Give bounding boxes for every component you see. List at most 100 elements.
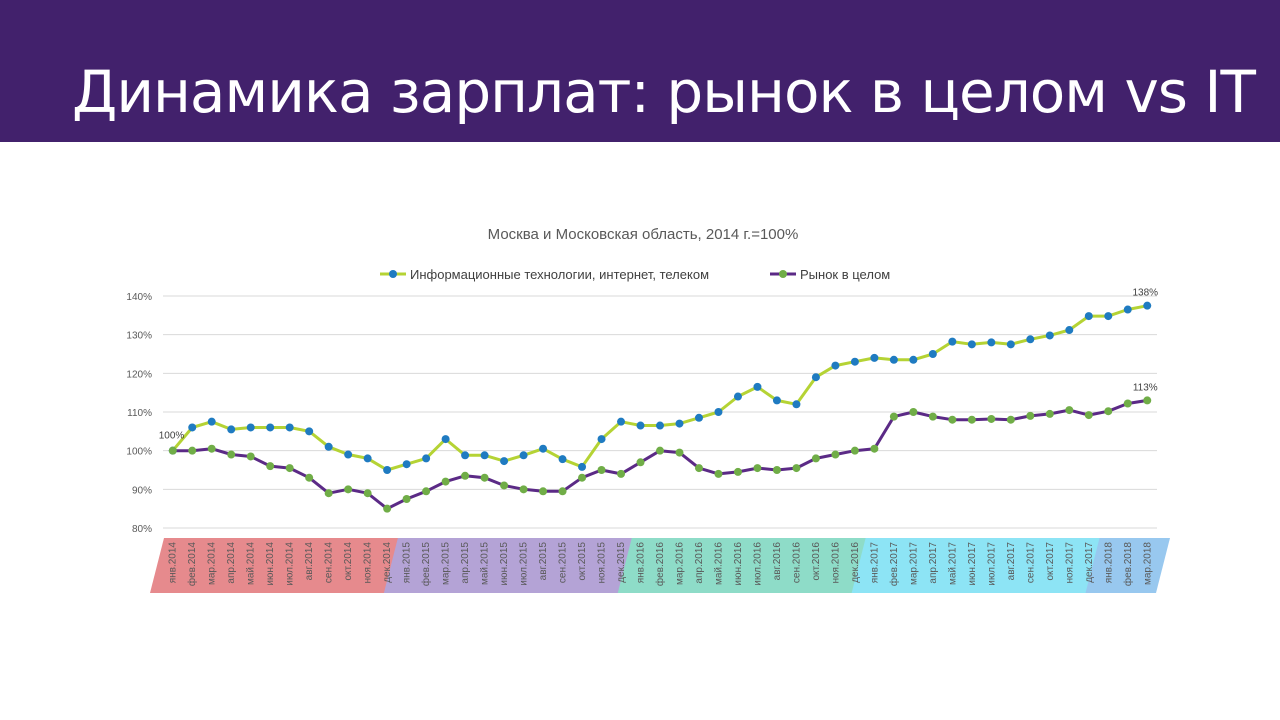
series-1-point bbox=[324, 489, 333, 498]
series-1-point bbox=[714, 469, 723, 478]
series-1-point bbox=[539, 487, 548, 496]
series-0-point bbox=[889, 355, 898, 364]
year-bands bbox=[150, 538, 1170, 593]
series-1-point bbox=[305, 473, 314, 482]
slide-title: Динамика зарплат: рынок в целом vs IT bbox=[72, 58, 1256, 126]
series-1-point bbox=[675, 448, 684, 457]
x-tick-label: дек.2017 bbox=[1084, 542, 1095, 583]
series-0-point bbox=[753, 382, 762, 391]
series-1-point bbox=[850, 446, 859, 455]
x-tick-label: сен.2017 bbox=[1025, 542, 1036, 584]
data-label: 100% bbox=[159, 431, 185, 442]
y-tick-label: 100% bbox=[126, 447, 152, 458]
x-tick-label: авг.2015 bbox=[538, 542, 549, 581]
y-tick-label: 130% bbox=[126, 331, 152, 342]
series-0-point bbox=[733, 392, 742, 401]
x-tick-label: фев.2016 bbox=[654, 542, 666, 587]
series-1-point bbox=[1143, 396, 1152, 405]
y-tick-label: 90% bbox=[132, 485, 152, 496]
x-tick-label: апр.2015 bbox=[460, 542, 471, 584]
legend-item-it: Информационные технологии, интернет, тел… bbox=[380, 267, 709, 282]
x-tick-label: июн.2017 bbox=[967, 542, 978, 586]
x-tick-label: окт.2017 bbox=[1045, 542, 1056, 581]
legend-it-marker bbox=[389, 270, 397, 278]
y-tick-label: 110% bbox=[127, 408, 152, 419]
legend-market-marker bbox=[779, 270, 787, 278]
series-lines bbox=[171, 304, 1148, 511]
series-0-point bbox=[1006, 340, 1015, 349]
series-0-point bbox=[772, 396, 781, 405]
series-1-point bbox=[480, 473, 489, 482]
x-tick-label: авг.2016 bbox=[772, 542, 783, 581]
series-1-point bbox=[928, 412, 937, 421]
series-0-point bbox=[850, 357, 859, 366]
series-0-point bbox=[285, 423, 294, 432]
series-0-point bbox=[597, 435, 606, 444]
x-tick-label: май.2014 bbox=[246, 542, 257, 585]
x-tick-label: фев.2018 bbox=[1122, 542, 1134, 587]
x-tick-label: янв.2017 bbox=[869, 542, 880, 584]
x-tick-label: апр.2014 bbox=[226, 542, 237, 584]
series-1-point bbox=[1123, 399, 1132, 408]
y-axis: 80% 90% 100% 110% 120% 130% 140% bbox=[126, 292, 152, 535]
series-0-point bbox=[870, 353, 879, 362]
series-1-point bbox=[1084, 411, 1093, 420]
series-markers bbox=[168, 301, 1152, 513]
x-tick-label: мар.2014 bbox=[207, 542, 218, 585]
series-0-point bbox=[480, 451, 489, 460]
series-1-point bbox=[207, 444, 216, 453]
x-tick-label: июл.2017 bbox=[986, 542, 997, 586]
x-tick-label: окт.2014 bbox=[343, 542, 354, 581]
series-0-point bbox=[694, 413, 703, 422]
series-0-point bbox=[422, 454, 431, 463]
series-1-point bbox=[948, 415, 957, 424]
data-labels: 100% 138% 113% bbox=[159, 288, 1158, 442]
x-tick-label: ноя.2016 bbox=[830, 542, 841, 584]
series-1-point bbox=[694, 464, 703, 473]
series-1-point bbox=[889, 412, 898, 421]
x-tick-label: авг.2014 bbox=[304, 542, 315, 581]
series-0-point bbox=[1123, 305, 1132, 314]
series-1-point bbox=[987, 414, 996, 423]
series-0-point bbox=[967, 340, 976, 349]
x-tick-label: янв.2015 bbox=[402, 542, 413, 584]
x-tick-label: фев.2015 bbox=[420, 542, 432, 587]
series-1-point bbox=[1026, 411, 1035, 420]
x-tick-label: янв.2016 bbox=[636, 542, 647, 584]
x-axis: янв.2014 фев.2014 мар.2014 апр.2014 май.2014… bbox=[168, 542, 1154, 587]
series-1-point bbox=[227, 450, 236, 459]
series-1-point bbox=[500, 481, 509, 490]
series-1-point bbox=[792, 464, 801, 473]
series-0-point bbox=[1084, 312, 1093, 321]
x-tick-label: фев.2017 bbox=[888, 542, 900, 587]
series-0-point bbox=[539, 444, 548, 453]
x-tick-label: мар.2017 bbox=[908, 542, 919, 585]
series-0-point bbox=[714, 408, 723, 416]
year-band-2018 bbox=[1085, 538, 1170, 593]
x-tick-label: июн.2014 bbox=[265, 542, 276, 586]
series-1-point bbox=[1104, 407, 1113, 416]
y-tick-label: 140% bbox=[126, 292, 152, 303]
y-tick-label: 120% bbox=[126, 369, 152, 380]
x-tick-label: сен.2016 bbox=[791, 542, 802, 584]
series-0-point bbox=[500, 457, 509, 466]
legend-item-market: Рынок в целом bbox=[770, 267, 890, 282]
series-1-point bbox=[461, 471, 470, 480]
series-0-point bbox=[948, 337, 957, 346]
series-0-point bbox=[344, 450, 353, 459]
series-1-point bbox=[422, 487, 431, 496]
series-0-point bbox=[578, 462, 587, 471]
x-tick-label: сен.2014 bbox=[324, 542, 335, 584]
x-tick-label: мар.2016 bbox=[674, 542, 685, 585]
series-1-point bbox=[870, 444, 879, 453]
series-0-point bbox=[402, 460, 411, 469]
series-1-point bbox=[909, 408, 918, 416]
title-bar: Динамика зарплат: рынок в целом vs IT bbox=[0, 0, 1280, 142]
x-tick-label: ноя.2014 bbox=[363, 542, 374, 584]
y-tick-label: 80% bbox=[132, 524, 152, 535]
series-0-point bbox=[1104, 312, 1113, 321]
x-tick-label: окт.2015 bbox=[577, 542, 588, 581]
x-tick-label: апр.2016 bbox=[694, 542, 705, 584]
x-tick-label: июл.2016 bbox=[752, 542, 763, 586]
series-0-point bbox=[675, 419, 684, 428]
